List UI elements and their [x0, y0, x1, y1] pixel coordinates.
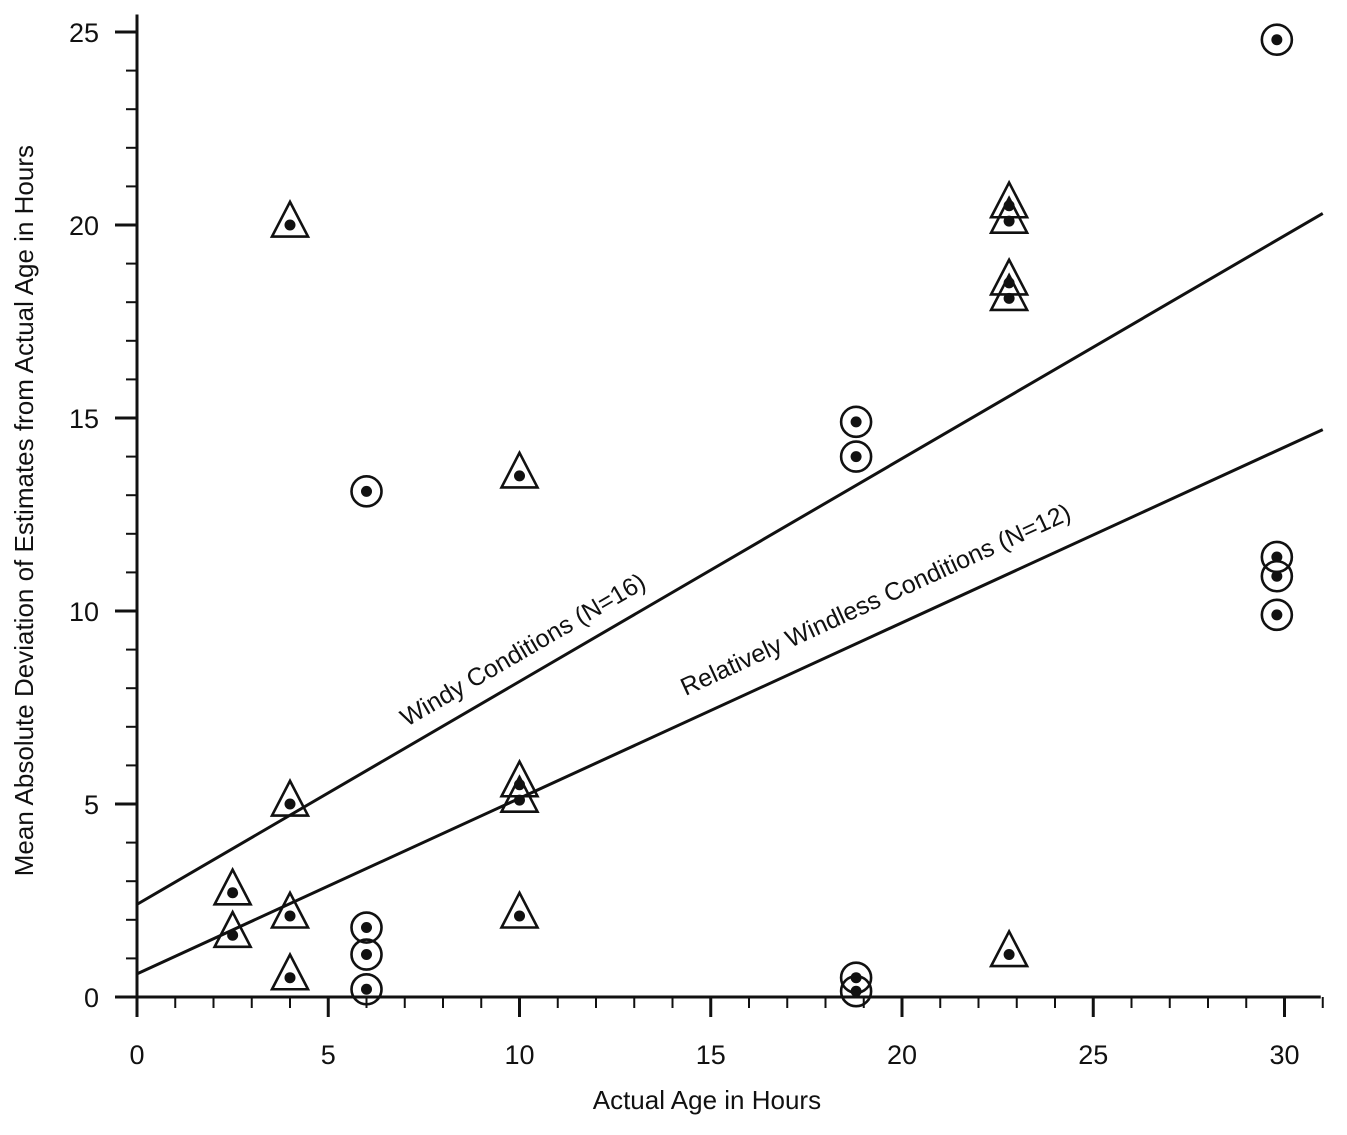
- x-tick-label: 0: [129, 1040, 144, 1070]
- triangle-point: [499, 889, 540, 929]
- point-dot: [361, 949, 372, 961]
- circle-point: [350, 938, 383, 971]
- point-dot: [1003, 215, 1015, 227]
- circle-point: [839, 405, 873, 439]
- triangle-point: [269, 199, 311, 238]
- triangle-marker: [988, 928, 1030, 968]
- point-dot: [361, 983, 372, 995]
- windless-line-label: Relatively Windless Conditions (N=12): [676, 498, 1075, 701]
- triangle-marker: [988, 195, 1030, 234]
- y-tick-label: 25: [69, 18, 99, 48]
- circle-point: [1260, 559, 1294, 593]
- chart-labels: Actual Age in Hours Mean Absolute Deviat…: [9, 145, 1075, 1115]
- triangle-point: [499, 774, 540, 814]
- triangle-point: [988, 928, 1030, 968]
- x-tick-label: 30: [1269, 1040, 1299, 1070]
- point-dot: [1003, 292, 1015, 304]
- x-tick-label: 15: [696, 1040, 726, 1070]
- triangle-marker: [499, 774, 540, 814]
- regression-lines: [136, 212, 1324, 976]
- point-dot: [1271, 609, 1283, 621]
- circle-marker: [839, 974, 873, 1008]
- circle-point: [1260, 598, 1294, 632]
- triangle-marker: [212, 909, 253, 949]
- triangle-marker: [269, 778, 311, 817]
- circle-point: [350, 972, 383, 1006]
- circle-marker: [1260, 23, 1294, 57]
- point-dot: [284, 972, 296, 984]
- point-dot: [514, 910, 525, 922]
- point-dot: [1271, 34, 1283, 46]
- triangle-marker: [212, 866, 253, 906]
- circle-marker: [350, 938, 383, 971]
- point-dot: [1003, 949, 1015, 961]
- point-dot: [361, 485, 372, 497]
- point-dot: [514, 794, 525, 806]
- circle-marker: [1260, 598, 1294, 632]
- y-axis-label: Mean Absolute Deviation of Estimates fro…: [9, 145, 39, 876]
- windless-fit-line: [136, 428, 1324, 976]
- point-dot: [850, 972, 862, 984]
- triangle-marker: [269, 951, 311, 991]
- circle-point: [839, 440, 873, 473]
- triangle-point: [499, 449, 540, 489]
- y-tick-label: 0: [84, 983, 99, 1013]
- axes: 0 5 10 15 20 25 30 0 5 10 15 20 25: [69, 14, 1324, 1070]
- x-tick-label: 5: [321, 1040, 336, 1070]
- point-dot: [850, 985, 862, 997]
- point-dot: [284, 910, 296, 922]
- triangle-marker: [269, 889, 311, 929]
- x-axis-label: Actual Age in Hours: [593, 1085, 821, 1115]
- circle-point: [1260, 23, 1294, 57]
- triangle-point: [269, 778, 311, 817]
- triangle-marker: [499, 449, 540, 489]
- circle-point: [839, 974, 873, 1008]
- y-tick-label: 5: [84, 790, 99, 820]
- windy-fit-line: [136, 212, 1324, 906]
- triangle-point: [269, 951, 311, 991]
- circle-marker: [350, 475, 383, 508]
- windy-line-label: Windy Conditions (N=16): [396, 568, 651, 732]
- triangle-point: [988, 195, 1030, 234]
- point-dot: [227, 887, 239, 899]
- circle-marker: [839, 405, 873, 439]
- triangle-point: [988, 272, 1030, 312]
- point-dot: [284, 219, 296, 231]
- triangle-point: [269, 889, 311, 929]
- circle-point: [1260, 540, 1294, 574]
- triangle-marker: [988, 272, 1030, 312]
- x-tick-label: 25: [1078, 1040, 1108, 1070]
- point-dot: [284, 798, 296, 810]
- circle-marker: [350, 911, 383, 944]
- circle-marker: [1260, 559, 1294, 593]
- x-tick-label: 20: [887, 1040, 917, 1070]
- point-dot: [1271, 551, 1283, 563]
- point-dot: [514, 470, 525, 482]
- triangle-marker: [499, 889, 540, 929]
- point-dot: [361, 922, 372, 934]
- circle-point: [350, 475, 383, 508]
- point-dot: [1271, 570, 1283, 582]
- y-tick-label: 20: [69, 211, 99, 241]
- triangle-marker: [269, 199, 311, 238]
- point-dot: [850, 451, 862, 463]
- point-dot: [227, 929, 239, 941]
- circle-marker: [350, 972, 383, 1006]
- y-tick-label: 15: [69, 404, 99, 434]
- y-tick-label: 10: [69, 597, 99, 627]
- point-dot: [850, 416, 862, 428]
- circle-point: [350, 911, 383, 944]
- triangle-point: [212, 909, 253, 949]
- data-points: [212, 23, 1294, 1008]
- circle-marker: [839, 440, 873, 473]
- x-tick-label: 10: [504, 1040, 534, 1070]
- triangle-point: [212, 866, 253, 906]
